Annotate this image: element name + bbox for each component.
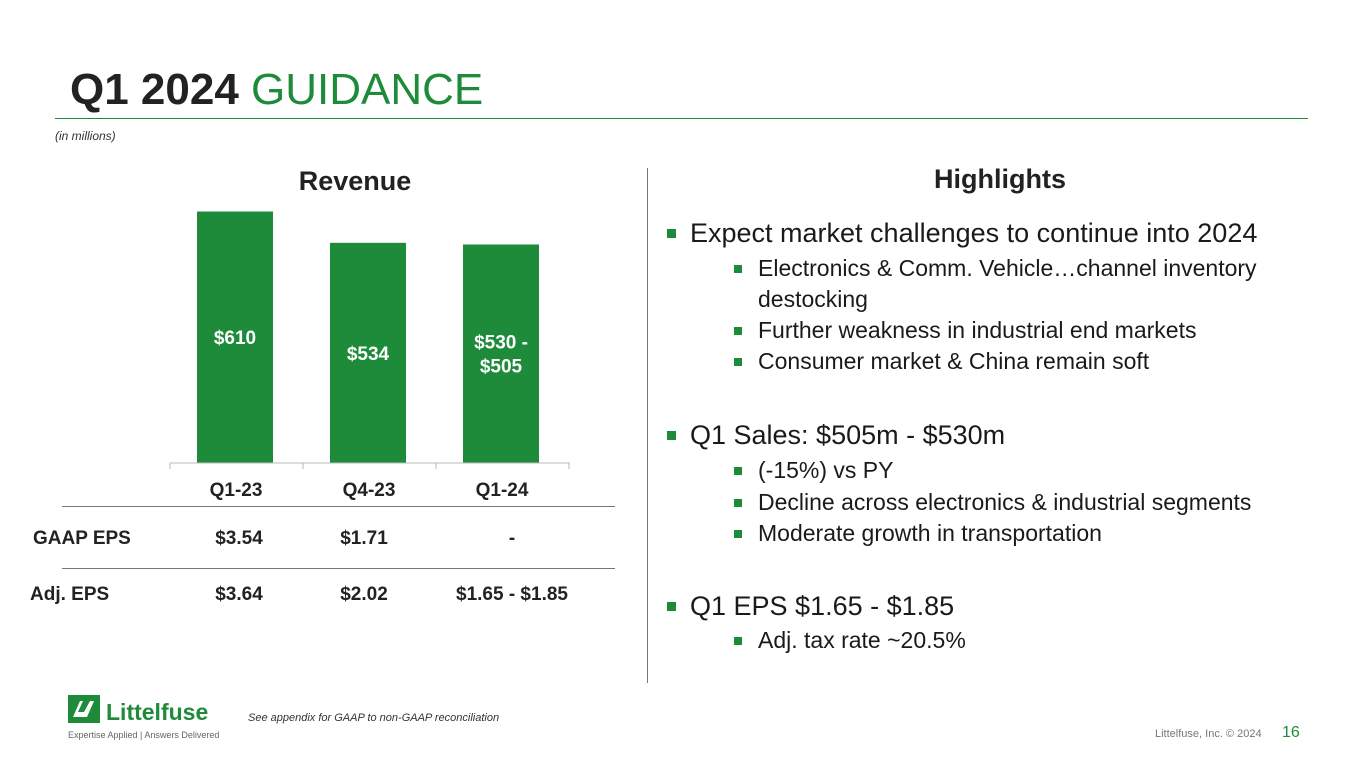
title-part2: GUIDANCE bbox=[251, 65, 484, 114]
eps-value-cell: $1.71 bbox=[340, 528, 388, 549]
eps-value-cell: $1.65 - $1.85 bbox=[456, 584, 568, 605]
highlight-main: Q1 Sales: $505m - $530m bbox=[690, 420, 1006, 450]
bar-value-label: $610 bbox=[214, 328, 256, 349]
highlight-main: Q1 EPS $1.65 - $1.85 bbox=[690, 591, 955, 621]
highlights-title: Highlights bbox=[934, 164, 1066, 194]
copyright: Littelfuse, Inc. © 2024 bbox=[1155, 728, 1262, 740]
eps-value-cell: - bbox=[508, 528, 516, 549]
sub-bullet-icon bbox=[734, 530, 742, 538]
highlight-sub: Further weakness in industrial end marke… bbox=[758, 317, 1197, 343]
bullet-icon bbox=[667, 229, 676, 238]
page-title: Q1 2024 GUIDANCE bbox=[70, 64, 483, 116]
highlight-sub: Moderate growth in transportation bbox=[758, 520, 1102, 546]
littelfuse-logo-icon: Littelfuse bbox=[68, 695, 208, 725]
highlight-sub: Consumer market & China remain soft bbox=[758, 348, 1150, 374]
eps-row-label: GAAP EPS bbox=[33, 528, 131, 549]
table-row-divider bbox=[62, 568, 615, 569]
eps-value-cell: $2.02 bbox=[340, 584, 388, 605]
bullet-icon bbox=[667, 602, 676, 611]
category-label: Q4-23 bbox=[342, 480, 396, 501]
revenue-bar-q1-23 bbox=[197, 211, 273, 463]
sub-bullet-icon bbox=[734, 265, 742, 273]
highlight-sub: Electronics & Comm. Vehicle…channel inve… bbox=[758, 255, 1257, 281]
footnote: See appendix for GAAP to non-GAAP reconc… bbox=[248, 712, 500, 724]
sub-bullet-icon bbox=[734, 637, 742, 645]
sub-bullet-icon bbox=[734, 327, 742, 335]
revenue-bar-q1-24 bbox=[463, 244, 539, 463]
logo-tagline: Expertise Applied | Answers Delivered bbox=[68, 730, 220, 740]
category-label: Q1-23 bbox=[209, 480, 263, 501]
highlight-main: Expect market challenges to continue int… bbox=[690, 218, 1258, 248]
title-underline bbox=[55, 118, 1308, 119]
bar-value-label: $530 -$505 bbox=[474, 333, 528, 378]
table-row-divider bbox=[62, 506, 615, 507]
eps-value-cell: $3.64 bbox=[215, 584, 263, 605]
category-label: Q1-24 bbox=[475, 480, 529, 501]
highlight-sub: (-15%) vs PY bbox=[758, 457, 894, 483]
revenue-chart-title: Revenue bbox=[298, 166, 412, 196]
eps-row-label: Adj. EPS bbox=[30, 584, 110, 605]
title-part1: Q1 2024 bbox=[70, 65, 252, 114]
logo-wordmark: Littelfuse bbox=[106, 699, 208, 725]
revenue-bar-q4-23 bbox=[330, 242, 406, 463]
sub-bullet-icon bbox=[734, 467, 742, 475]
highlight-sub: Adj. tax rate ~20.5% bbox=[758, 627, 966, 653]
column-divider bbox=[647, 168, 648, 683]
units-note: (in millions) bbox=[55, 129, 116, 143]
highlight-sub-continuation: destocking bbox=[758, 286, 868, 312]
revenue-bar-chart: $610 $534 $530 -$505 bbox=[169, 211, 570, 469]
page-number: 16 bbox=[1282, 724, 1300, 741]
highlight-sub: Decline across electronics & industrial … bbox=[758, 489, 1252, 515]
sub-bullet-icon bbox=[734, 499, 742, 507]
eps-value-cell: $3.54 bbox=[215, 528, 263, 549]
bar-value-label: $534 bbox=[347, 344, 390, 365]
bullet-icon bbox=[667, 431, 676, 440]
sub-bullet-icon bbox=[734, 358, 742, 366]
